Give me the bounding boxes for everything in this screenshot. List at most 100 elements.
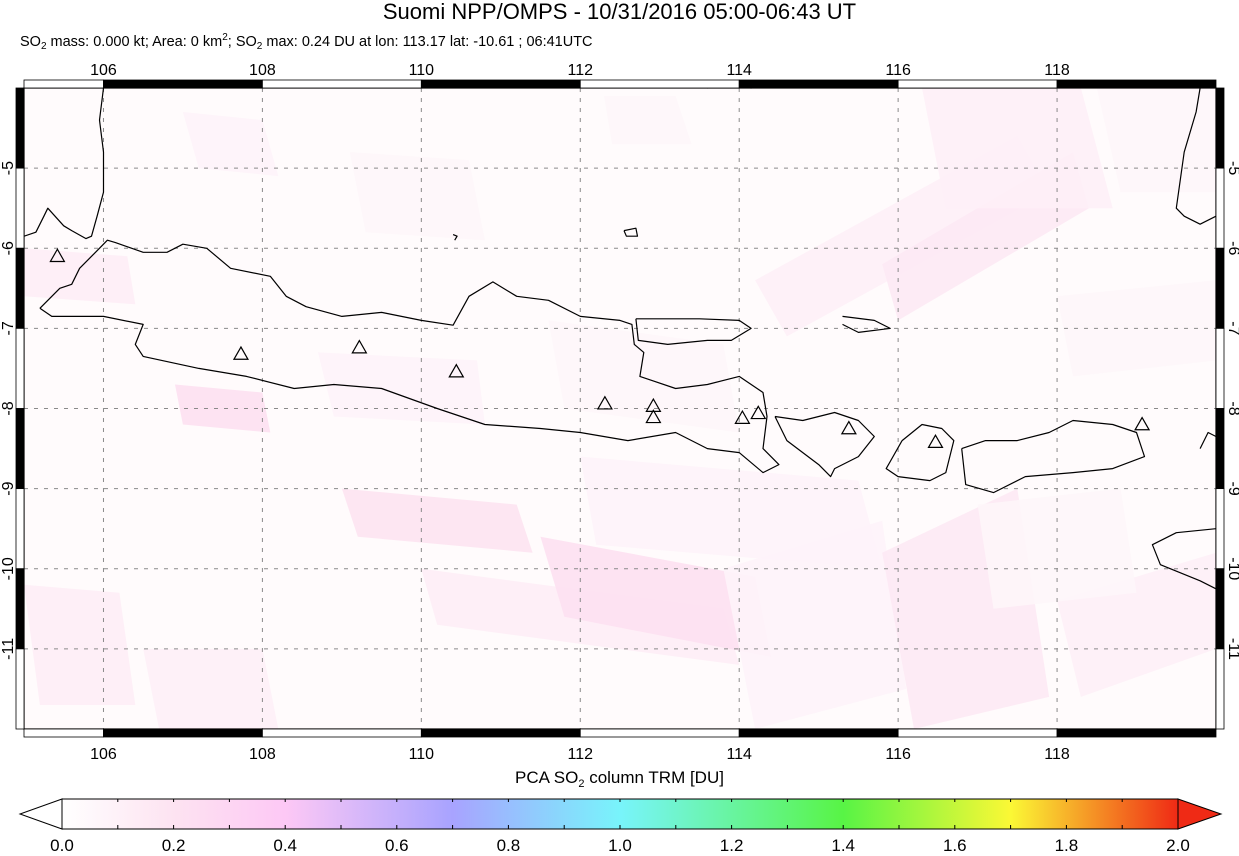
- volcano-triangle-icon: [49, 248, 66, 263]
- volcano-triangle-icon: [734, 409, 751, 424]
- lat-bar-right: [1215, 247, 1225, 329]
- so2-patch: [1057, 552, 1216, 697]
- lat-bar-right: [1215, 87, 1225, 169]
- so2-patch: [1096, 88, 1216, 193]
- lat-label-right: -11: [1225, 638, 1239, 660]
- so2-patch: [548, 320, 740, 433]
- colorbar-over-arrow: [1177, 798, 1223, 830]
- lon-label-top: 106: [90, 62, 117, 79]
- colorbar-tick-label: 2.0: [1166, 836, 1190, 855]
- coastline-sulawesi-tip: [1175, 88, 1216, 225]
- colorbar-tick-label: 0.8: [496, 836, 521, 855]
- coastline-flores: [1199, 431, 1216, 449]
- lon-label-bottom: 116: [885, 746, 911, 763]
- lon-label-bottom: 108: [249, 746, 276, 763]
- so2-patch: [349, 152, 485, 241]
- lat-bar-left: [15, 488, 25, 570]
- lon-bar-top: [261, 79, 422, 89]
- so2-patch: [580, 456, 883, 569]
- coastline-bali: [774, 411, 875, 478]
- coastline-sumbawa: [961, 419, 1146, 494]
- lat-bar-left: [15, 167, 25, 249]
- lon-bar-bottom: [23, 728, 104, 738]
- lon-bar-bottom: [897, 728, 1058, 738]
- colorbar-tick-label: 1.4: [831, 836, 856, 855]
- lat-bar-right: [1215, 488, 1225, 570]
- lat-label-left: -10: [0, 557, 17, 580]
- so2-patch: [24, 248, 136, 305]
- colorbar-tick-label: 0.4: [273, 836, 298, 855]
- lat-bar-right: [1215, 327, 1225, 409]
- volcano-triangle-icon: [232, 345, 249, 360]
- lon-label-bottom: 106: [90, 746, 117, 763]
- lat-label-left: -7: [0, 321, 17, 335]
- lon-bar-bottom: [738, 728, 899, 738]
- lon-bar-top: [1056, 79, 1217, 89]
- colorbar-under-arrow: [18, 798, 63, 830]
- colorbar-tick-label: 0.0: [50, 836, 74, 855]
- so2-patch: [318, 352, 485, 425]
- map-frame: [15, 79, 1225, 738]
- coastlines: [24, 88, 1216, 590]
- lon-label-bottom: 118: [1044, 746, 1070, 763]
- so2-patch: [922, 88, 1113, 209]
- lat-label-left: -9: [0, 481, 17, 495]
- coastline-sumatra-tip: [24, 88, 105, 240]
- coastline-karimunjawa: [452, 234, 458, 241]
- lon-label-top: 116: [885, 62, 911, 79]
- volcano-triangle-icon: [927, 433, 944, 449]
- lon-bar-bottom: [420, 728, 581, 738]
- so2-patch: [540, 536, 771, 657]
- lat-bar-left: [15, 247, 25, 329]
- chart-subtitle: SO2 mass: 0.000 kt; Area: 0 km2; SO2 max…: [20, 32, 593, 52]
- so2-patch: [604, 96, 692, 145]
- lat-label-left: -11: [0, 638, 17, 660]
- coastline-kangean: [842, 315, 891, 333]
- colorbar-tick-label: 0.6: [384, 836, 409, 855]
- colorbar-title: PCA SO2 column TRM [DU]: [515, 768, 724, 790]
- lat-bar-right: [1215, 408, 1225, 490]
- coastline-bawean: [623, 227, 639, 237]
- volcano-triangle-icon: [351, 339, 368, 354]
- volcano-triangle-icon: [840, 420, 857, 435]
- lon-bar-top: [23, 79, 104, 89]
- lon-bar-top: [897, 79, 1058, 89]
- axis-tick-labels: 106 106 108 108 110 110 112 112 114 114 116 116 118 1…: [0, 62, 1239, 763]
- so2-patch: [143, 648, 279, 729]
- lon-label-bottom: 112: [568, 746, 594, 763]
- so2-patch: [341, 488, 533, 553]
- volcano-triangle-icon: [596, 395, 613, 410]
- so2-swath-patches: [24, 88, 1216, 729]
- lat-label-right: -6: [1225, 241, 1239, 255]
- lat-label-left: -5: [0, 161, 17, 175]
- lon-label-top: 108: [249, 62, 276, 79]
- lat-bar-left: [15, 87, 25, 169]
- lat-label-right: -8: [1225, 401, 1239, 415]
- lon-bar-top: [103, 79, 263, 89]
- lon-bar-top: [420, 79, 581, 89]
- chart-title: Suomi NPP/OMPS - 10/31/2016 05:00-06:43 …: [382, 0, 857, 24]
- lon-bar-bottom: [261, 728, 422, 738]
- lat-bar-left: [15, 408, 25, 490]
- volcano-triangle-icon: [1134, 416, 1151, 431]
- volcano-triangle-icon: [750, 405, 767, 420]
- lon-label-top: 114: [726, 62, 752, 79]
- coastline-sumba: [1151, 528, 1216, 590]
- lon-bar-bottom: [1056, 728, 1217, 738]
- lon-bar-bottom: [103, 728, 263, 738]
- volcano-triangle-icon: [645, 409, 662, 424]
- lat-bar-right: [1215, 648, 1225, 730]
- lon-label-bottom: 110: [409, 746, 435, 763]
- so2-patch: [182, 112, 279, 177]
- coastline-java-north: [39, 239, 780, 474]
- graticule-grid: [24, 88, 1216, 729]
- volcano-triangle-icon: [448, 363, 465, 378]
- so2-patch: [24, 584, 136, 705]
- coastline-lombok: [885, 423, 955, 482]
- volcano-markers: [49, 248, 1151, 449]
- lon-bar-bottom: [579, 728, 740, 738]
- lat-bar-left: [15, 568, 25, 650]
- coastline-madura: [635, 318, 752, 345]
- colorbar: [18, 798, 1223, 830]
